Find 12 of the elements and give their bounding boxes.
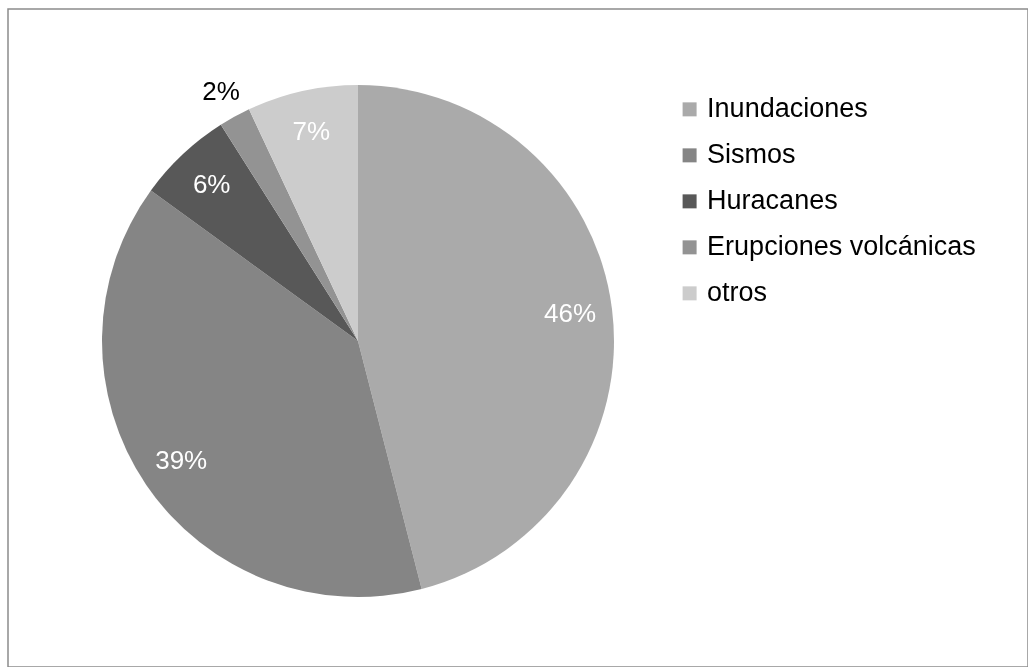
- data-label: 6%: [192, 169, 231, 200]
- pie-slice: [150, 124, 358, 341]
- legend-label: otros: [707, 277, 768, 308]
- legend-label: Inundaciones: [707, 93, 868, 124]
- legend-label: Huracanes: [707, 185, 838, 216]
- pie-slice: [249, 85, 358, 341]
- data-label: 46%: [544, 298, 597, 329]
- legend-label: Erupciones volcánicas: [707, 231, 976, 262]
- legend-label: Sismos: [707, 139, 796, 170]
- pie-slice: [358, 85, 614, 589]
- data-label: 2%: [202, 75, 240, 106]
- data-label: 39%: [155, 445, 208, 476]
